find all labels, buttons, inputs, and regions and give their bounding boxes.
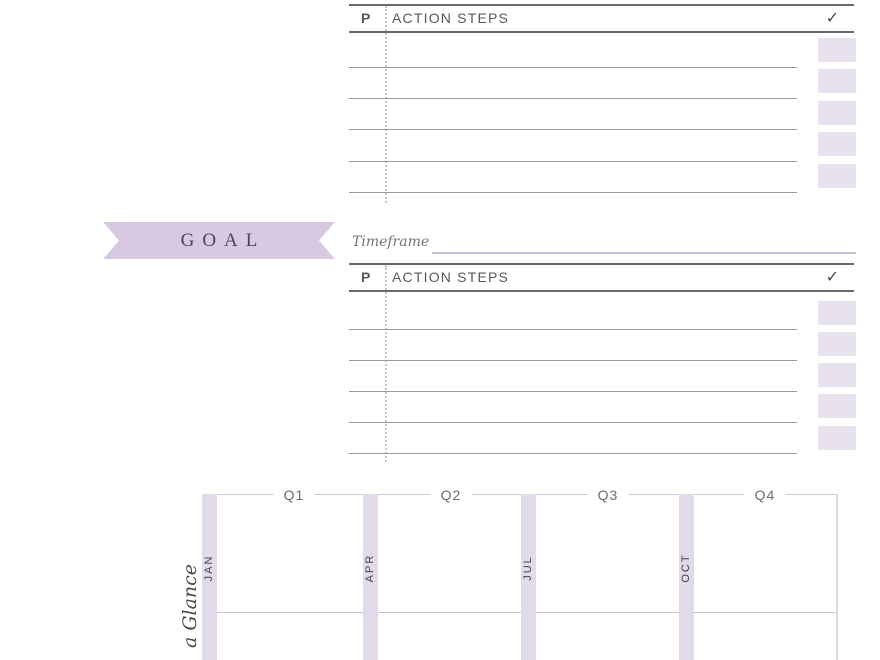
- month-label-may: MAY: [364, 653, 378, 660]
- done-checkbox[interactable]: [818, 394, 856, 418]
- action-steps-table-1: P ACTION STEPS ✓: [349, 4, 857, 204]
- month-label-aug: AUG: [522, 653, 536, 660]
- quarter-label-q2: Q2: [430, 487, 472, 503]
- month-column-bar-jul: [521, 494, 536, 660]
- month-column-bar-oct: [679, 494, 694, 660]
- timeframe-label: Timeframe: [352, 234, 430, 250]
- month-column-bar-apr: [363, 494, 378, 660]
- action-step-writing-line[interactable]: [349, 192, 797, 193]
- action-step-writing-line[interactable]: [349, 129, 797, 130]
- priority-column-divider: [385, 265, 387, 462]
- table-top-border: [349, 263, 854, 265]
- table-header-border: [349, 31, 854, 33]
- action-steps-header: ACTION STEPS: [392, 269, 510, 285]
- done-checkbox[interactable]: [818, 332, 856, 356]
- done-checkbox[interactable]: [818, 38, 856, 62]
- done-checkbox[interactable]: [818, 164, 856, 188]
- quarter-label-q4: Q4: [744, 487, 786, 503]
- done-checkbox[interactable]: [818, 301, 856, 325]
- month-column-bar-jan: [202, 494, 217, 660]
- goal-ribbon-label: GOAL: [180, 229, 266, 251]
- action-step-writing-line[interactable]: [349, 67, 797, 68]
- done-checkbox[interactable]: [818, 363, 856, 387]
- quarter-label-q3: Q3: [587, 487, 629, 503]
- done-checkbox[interactable]: [818, 132, 856, 156]
- action-steps-header: ACTION STEPS: [392, 10, 510, 26]
- table-header-border: [349, 290, 854, 292]
- glance-row-divider: [202, 612, 838, 613]
- action-step-writing-line[interactable]: [349, 422, 797, 423]
- month-label-jan: JAN: [203, 554, 215, 582]
- done-checkbox[interactable]: [818, 426, 856, 450]
- checkmark-icon: ✓: [825, 269, 839, 286]
- goal-ribbon: GOAL: [103, 222, 335, 259]
- glance-title: a Glance: [179, 563, 201, 649]
- action-steps-table-2: P ACTION STEPS ✓: [349, 263, 857, 463]
- priority-column-header: P: [361, 269, 372, 285]
- month-label-nov: NOV: [680, 653, 694, 660]
- table-top-border: [349, 4, 854, 6]
- action-step-writing-line[interactable]: [349, 329, 797, 330]
- done-checkbox[interactable]: [818, 69, 856, 93]
- checkmark-icon: ✓: [825, 10, 839, 27]
- glance-right-border: [836, 494, 838, 660]
- glance-top-line: [202, 494, 838, 495]
- action-step-writing-line[interactable]: [349, 391, 797, 392]
- action-step-writing-line[interactable]: [349, 453, 797, 454]
- priority-column-header: P: [361, 10, 372, 26]
- timeframe-writing-line[interactable]: [432, 252, 856, 254]
- priority-column-divider: [385, 6, 387, 203]
- month-label-jul: JUL: [522, 555, 534, 581]
- month-label-oct: OCT: [680, 553, 692, 583]
- action-step-writing-line[interactable]: [349, 98, 797, 99]
- month-label-apr: APR: [364, 553, 376, 583]
- quarter-label-q1: Q1: [273, 487, 315, 503]
- month-label-feb: FEB: [203, 653, 217, 660]
- done-checkbox[interactable]: [818, 101, 856, 125]
- action-step-writing-line[interactable]: [349, 161, 797, 162]
- action-step-writing-line[interactable]: [349, 360, 797, 361]
